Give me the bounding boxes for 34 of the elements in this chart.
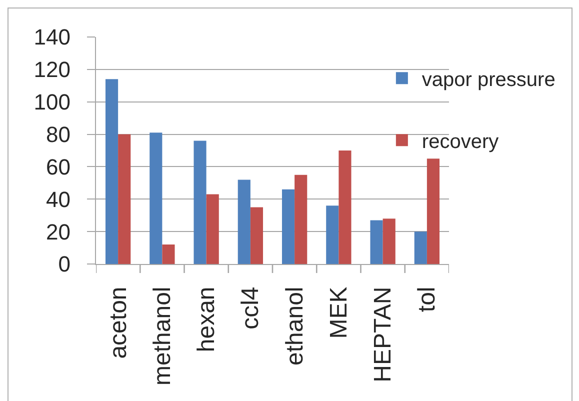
bar	[382, 218, 396, 264]
bar	[414, 232, 427, 264]
x-tick-label: tol	[414, 286, 441, 312]
bar	[370, 220, 383, 264]
y-tick-label: 0	[58, 252, 70, 277]
y-tick-label: 140	[34, 24, 70, 50]
y-tick-label: 20	[46, 219, 70, 244]
bar	[326, 206, 339, 264]
y-tick-label: 100	[34, 90, 70, 115]
bar	[206, 194, 219, 264]
y-tick-label: 60	[46, 154, 70, 180]
bar	[162, 244, 175, 264]
y-tick-label: 120	[34, 57, 70, 82]
x-tick-label: hexan	[193, 286, 220, 352]
bar	[150, 132, 162, 264]
x-tick-label: ethanol	[281, 286, 308, 366]
x-tick-label: MEK	[325, 286, 352, 339]
x-tick-label: HEPTAN	[370, 286, 397, 382]
bar	[338, 150, 352, 264]
bar	[118, 134, 131, 264]
bar	[194, 140, 206, 264]
x-tick-label: methanol	[148, 286, 176, 386]
bar	[426, 158, 440, 264]
bar	[250, 207, 264, 264]
bar	[238, 180, 250, 264]
y-tick-label: 80	[46, 122, 70, 147]
bar	[105, 79, 118, 264]
y-tick-label: 40	[46, 186, 70, 212]
x-tick-label: aceton	[104, 286, 132, 359]
legend-label: vapor pressure	[422, 68, 556, 91]
legend-label: recovery	[422, 130, 499, 153]
x-tick-label: ccl4	[237, 286, 264, 330]
bar	[294, 174, 308, 264]
bar	[282, 189, 295, 264]
